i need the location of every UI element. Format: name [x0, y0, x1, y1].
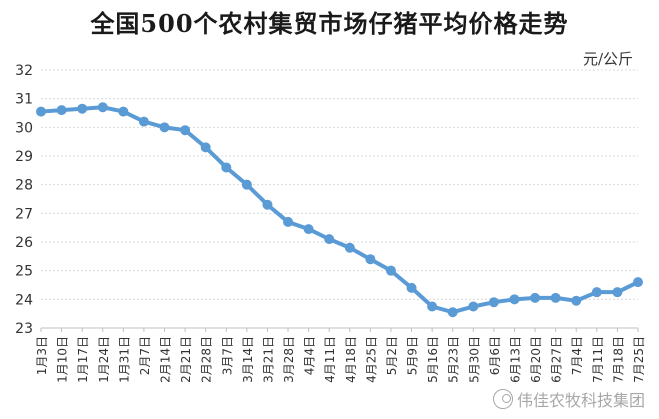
x-tick-label: 7月18日: [611, 336, 625, 383]
y-tick-label: 31: [15, 92, 33, 108]
x-tick-label: 1月10日: [56, 336, 70, 383]
x-tick-label: 5月30日: [467, 336, 481, 383]
x-tick-label: 3月7日: [220, 336, 234, 375]
watermark: 伟佳农牧科技集团: [492, 387, 645, 411]
data-point: [365, 254, 376, 265]
y-tick-label: 30: [15, 120, 33, 136]
y-tick-label: 32: [15, 63, 33, 79]
x-tick-label: 6月27日: [550, 336, 564, 383]
watermark-text: 伟佳农牧科技集团: [516, 391, 645, 410]
data-point: [509, 294, 520, 305]
x-tick-label: 7月25日: [632, 336, 646, 383]
data-point: [591, 287, 602, 298]
x-tick-label: 4月11日: [323, 336, 337, 383]
unit-label: 元/公斤: [582, 50, 633, 68]
x-tick-label: 2月21日: [179, 336, 193, 383]
series-line: [40, 105, 639, 315]
data-point: [262, 199, 273, 210]
data-point: [77, 103, 88, 114]
data-point: [324, 234, 335, 245]
data-point: [406, 282, 417, 293]
data-point: [56, 105, 67, 116]
wechat-icon: [492, 389, 513, 409]
x-tick-label: 5月16日: [426, 336, 440, 383]
x-tick-label: 7月4日: [570, 336, 584, 375]
x-tick-label: 1月31日: [117, 336, 131, 383]
x-tick-label: 2月28日: [200, 336, 214, 383]
data-point: [633, 277, 643, 288]
data-point: [385, 265, 396, 276]
y-tick-label: 28: [15, 178, 33, 194]
x-tick-label: 2月14日: [159, 336, 173, 383]
data-point: [118, 106, 129, 117]
data-point: [612, 287, 623, 298]
x-tick-label: 5月23日: [447, 336, 461, 383]
x-tick-label: 2月7日: [138, 336, 152, 375]
y-tick-label: 24: [15, 292, 33, 308]
data-point: [221, 162, 232, 173]
data-point: [138, 116, 149, 127]
y-tick-label: 26: [15, 235, 33, 251]
data-point: [36, 106, 46, 117]
data-point: [159, 122, 170, 133]
x-tick-label: 4月25日: [364, 336, 378, 383]
data-point: [427, 301, 438, 312]
data-point: [344, 242, 355, 253]
data-point: [447, 307, 458, 318]
data-point: [283, 216, 294, 227]
x-tick-label: 1月3日: [35, 336, 49, 375]
x-tick-label: 5月2日: [385, 336, 399, 375]
data-point: [571, 295, 582, 306]
x-tick-label: 6月6日: [488, 336, 502, 375]
data-point: [468, 301, 479, 312]
data-point: [241, 179, 252, 190]
y-tick-label: 29: [15, 149, 33, 165]
chart-title: 全国500个农村集贸市场仔猪平均价格走势: [90, 9, 569, 38]
y-tick-label: 23: [15, 321, 33, 337]
data-point: [550, 292, 561, 303]
data-point: [488, 297, 499, 308]
data-point: [530, 292, 541, 303]
x-tick-label: 3月28日: [282, 336, 296, 383]
x-tick-label: 1月17日: [76, 336, 90, 383]
x-tick-label: 1月24日: [97, 336, 111, 383]
y-tick-label: 27: [15, 206, 33, 222]
x-tick-label: 4月4日: [303, 336, 317, 375]
x-tick-label: 3月21日: [261, 336, 275, 383]
x-tick-label: 3月14日: [241, 336, 255, 383]
data-point: [200, 142, 211, 153]
x-tick-label: 6月20日: [529, 336, 543, 383]
data-point: [180, 125, 191, 136]
data-point: [303, 224, 314, 235]
x-tick-label: 5月9日: [406, 336, 420, 375]
y-tick-label: 25: [15, 264, 33, 280]
data-point: [97, 102, 108, 113]
x-tick-label: 4月18日: [344, 336, 358, 383]
x-tick-label: 7月11日: [591, 336, 605, 383]
x-tick-label: 6月13日: [508, 336, 522, 383]
